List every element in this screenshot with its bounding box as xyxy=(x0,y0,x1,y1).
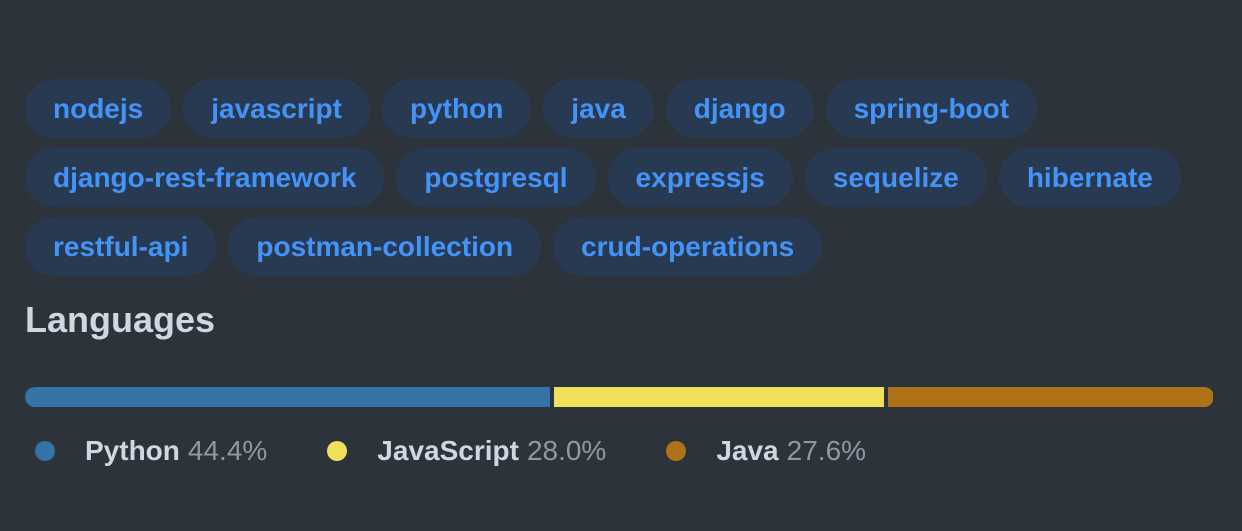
topics-list: nodejs javascript python java django spr… xyxy=(25,79,1215,276)
language-name: Java xyxy=(716,435,779,466)
topic-tag-spring-boot[interactable]: spring-boot xyxy=(825,79,1038,138)
language-name: Python xyxy=(85,435,180,466)
language-color-dot xyxy=(327,441,348,461)
language-legend-item-python[interactable]: Python 44.4% xyxy=(35,435,267,467)
language-percent: 27.6% xyxy=(786,435,867,466)
topic-tag-expressjs[interactable]: expressjs xyxy=(607,148,793,207)
language-color-dot xyxy=(666,441,687,461)
language-bar-segment-javascript[interactable] xyxy=(553,387,884,407)
languages-heading: Languages xyxy=(25,299,216,340)
language-name: JavaScript xyxy=(377,435,519,466)
language-bar-segment-python[interactable] xyxy=(25,387,550,407)
language-bar-segment-java[interactable] xyxy=(887,387,1213,407)
topic-tag-restful-api[interactable]: restful-api xyxy=(25,217,217,276)
topic-tag-django-rest-framework[interactable]: django-rest-framework xyxy=(25,148,385,207)
topic-tag-python[interactable]: python xyxy=(381,79,532,138)
topic-tag-postgresql[interactable]: postgresql xyxy=(396,148,596,207)
language-legend-item-javascript[interactable]: JavaScript 28.0% xyxy=(327,435,606,467)
language-color-dot xyxy=(35,441,55,461)
language-progress-bar xyxy=(25,387,1214,407)
topic-tag-crud-operations[interactable]: crud-operations xyxy=(553,217,823,276)
topic-tag-django[interactable]: django xyxy=(665,79,814,138)
topic-tag-hibernate[interactable]: hibernate xyxy=(998,148,1181,207)
language-percent: 44.4% xyxy=(187,435,268,466)
language-legend-item-java[interactable]: Java 27.6% xyxy=(666,435,866,467)
topic-tag-sequelize[interactable]: sequelize xyxy=(804,148,987,207)
topic-tag-nodejs[interactable]: nodejs xyxy=(25,79,172,138)
topic-tag-javascript[interactable]: javascript xyxy=(183,79,370,138)
language-legend: Python 44.4% JavaScript 28.0% Java 27.6% xyxy=(35,430,926,472)
topic-tag-postman-collection[interactable]: postman-collection xyxy=(228,217,542,276)
language-percent: 28.0% xyxy=(526,435,607,466)
topic-tag-java[interactable]: java xyxy=(543,79,654,138)
